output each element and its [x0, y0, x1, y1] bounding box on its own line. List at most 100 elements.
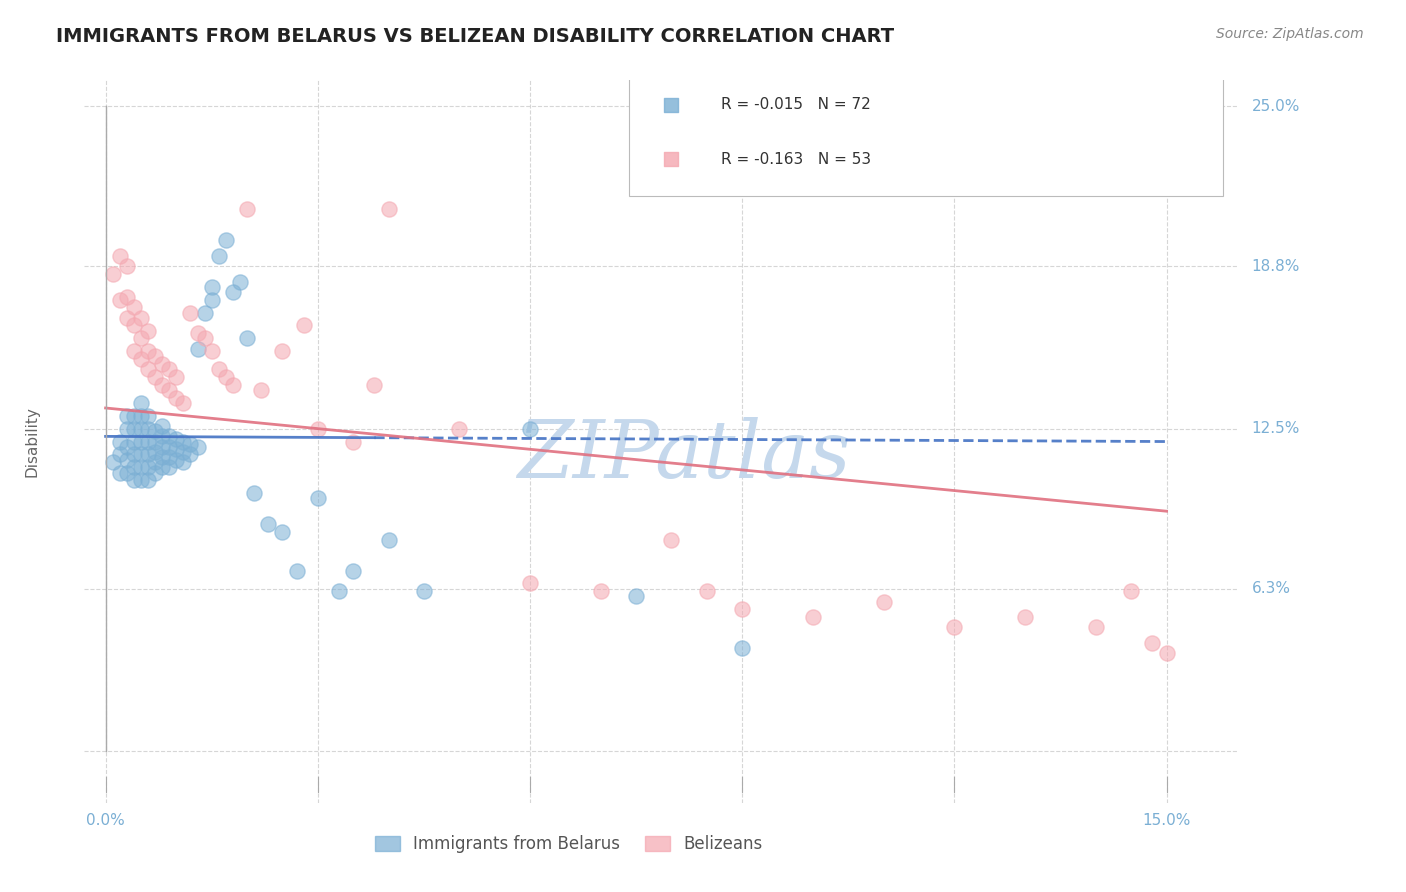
Point: [143, 455, 166, 469]
Point: [449, 422, 471, 436]
Point: [136, 434, 159, 449]
Point: [250, 383, 273, 397]
Point: [1121, 584, 1143, 599]
Point: [143, 434, 166, 449]
Point: [115, 290, 138, 304]
Point: [129, 422, 152, 436]
Point: [661, 152, 683, 166]
Point: [150, 429, 173, 443]
Text: R = -0.015   N = 72: R = -0.015 N = 72: [721, 97, 870, 112]
Point: [157, 429, 180, 443]
Point: [122, 460, 145, 475]
Point: [129, 396, 152, 410]
Point: [122, 409, 145, 423]
Point: [328, 584, 350, 599]
Point: [201, 279, 224, 293]
Point: [172, 445, 194, 459]
Point: [186, 440, 208, 454]
Point: [363, 377, 385, 392]
Text: 25.0%: 25.0%: [1251, 99, 1299, 113]
Point: [519, 576, 541, 591]
Point: [271, 344, 294, 359]
Point: [179, 437, 201, 451]
Point: [108, 249, 131, 263]
Point: [285, 564, 308, 578]
Point: [115, 409, 138, 423]
Point: [143, 370, 166, 384]
Point: [1156, 646, 1178, 660]
Point: [115, 440, 138, 454]
Text: IMMIGRANTS FROM BELARUS VS BELIZEAN DISABILITY CORRELATION CHART: IMMIGRANTS FROM BELARUS VS BELIZEAN DISA…: [56, 27, 894, 45]
Point: [108, 447, 131, 461]
Point: [243, 486, 266, 500]
Point: [115, 452, 138, 467]
Point: [271, 524, 294, 539]
Point: [122, 473, 145, 487]
Point: [172, 396, 194, 410]
Point: [342, 434, 364, 449]
Point: [307, 491, 329, 506]
Point: [696, 584, 718, 599]
Point: [661, 97, 683, 112]
Point: [129, 460, 152, 475]
Text: R = -0.163   N = 53: R = -0.163 N = 53: [721, 152, 872, 167]
Point: [215, 233, 238, 247]
Point: [172, 434, 194, 449]
Point: [165, 391, 187, 405]
Point: [165, 432, 187, 446]
Text: 15.0%: 15.0%: [1142, 814, 1191, 828]
Point: [122, 301, 145, 315]
Point: [136, 344, 159, 359]
Point: [377, 533, 399, 547]
Point: [589, 584, 612, 599]
Point: [731, 640, 754, 655]
Point: [157, 450, 180, 464]
Point: [208, 362, 231, 376]
Point: [129, 409, 152, 423]
Point: [872, 594, 894, 608]
Point: [165, 442, 187, 457]
Text: Source: ZipAtlas.com: Source: ZipAtlas.com: [1216, 27, 1364, 41]
Point: [377, 202, 399, 217]
Point: [179, 447, 201, 461]
Point: [1084, 620, 1107, 634]
Point: [136, 362, 159, 376]
Point: [122, 434, 145, 449]
Point: [179, 305, 201, 319]
Point: [201, 344, 224, 359]
Point: [215, 370, 238, 384]
Point: [150, 377, 173, 392]
Point: [122, 422, 145, 436]
Point: [186, 326, 208, 341]
Point: [129, 351, 152, 366]
Point: [307, 422, 329, 436]
Text: 6.3%: 6.3%: [1251, 581, 1291, 596]
Point: [136, 460, 159, 475]
Point: [115, 310, 138, 325]
Point: [661, 533, 683, 547]
Point: [157, 362, 180, 376]
Point: [292, 318, 315, 333]
Point: [236, 331, 259, 345]
Point: [229, 275, 252, 289]
Point: [136, 409, 159, 423]
Point: [201, 293, 224, 307]
Point: [157, 460, 180, 475]
Point: [108, 434, 131, 449]
Point: [129, 447, 152, 461]
Text: 12.5%: 12.5%: [1251, 421, 1299, 436]
Point: [801, 610, 824, 624]
Point: [186, 342, 208, 356]
Point: [731, 602, 754, 616]
Text: Disability: Disability: [25, 406, 39, 477]
Point: [150, 440, 173, 454]
Point: [136, 473, 159, 487]
Point: [157, 440, 180, 454]
Point: [136, 447, 159, 461]
Point: [222, 377, 245, 392]
Point: [194, 305, 217, 319]
Point: [208, 249, 231, 263]
Point: [143, 445, 166, 459]
Point: [342, 564, 364, 578]
Point: [624, 590, 647, 604]
